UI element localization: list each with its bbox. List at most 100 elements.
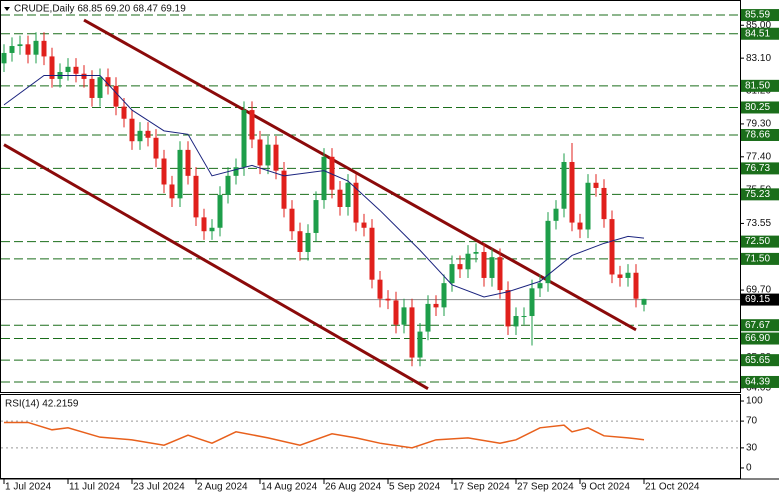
candle-body — [369, 227, 375, 280]
y-tick-label: 64.05 — [746, 382, 771, 393]
candle-body — [417, 331, 423, 358]
candle-body — [321, 156, 327, 201]
level-label: 71.50 — [745, 254, 770, 265]
candle-body — [161, 158, 167, 185]
candle-body — [33, 40, 39, 55]
level-label: 80.25 — [745, 102, 770, 113]
candle-body — [537, 283, 543, 289]
level-label: 84.51 — [745, 28, 770, 39]
level-box — [741, 27, 779, 40]
y-tick-label: 69.70 — [746, 285, 771, 296]
x-tick-label: 26 Aug 2024 — [325, 482, 382, 493]
level-box — [741, 252, 779, 265]
candle-body — [41, 40, 47, 57]
level-label: 72.50 — [745, 236, 770, 247]
level-box — [741, 375, 779, 388]
candle-body — [585, 182, 591, 230]
candle-body — [153, 137, 159, 159]
rsi-y-tick-label: 70 — [746, 416, 758, 427]
candle-body — [409, 307, 415, 358]
candle-body — [265, 144, 271, 166]
level-box — [741, 235, 779, 248]
y-tick-label: 73.55 — [746, 218, 771, 229]
level-box — [741, 162, 779, 175]
rsi-y-tick-label: 0 — [746, 463, 752, 474]
candle-body — [425, 303, 431, 332]
main-pane: 85.0083.1081.2079.3077.4075.5073.5569.70… — [1, 9, 779, 393]
candle-body — [209, 227, 215, 232]
candle-body — [9, 46, 15, 53]
level-box — [741, 101, 779, 114]
candle-body — [433, 303, 439, 308]
candle-body — [25, 44, 31, 55]
candle-body — [449, 264, 455, 284]
candle-body — [225, 175, 231, 195]
candle-body — [489, 257, 495, 278]
y-tick-label: 85.00 — [746, 20, 771, 31]
candle-body — [121, 106, 127, 119]
candle-body — [393, 300, 399, 325]
rsi-y-tick-label: 30 — [746, 443, 758, 454]
level-label: 66.90 — [745, 333, 770, 344]
candle-body — [297, 231, 303, 252]
level-box — [741, 79, 779, 92]
level-label: 76.73 — [745, 163, 770, 174]
candle-body — [577, 222, 583, 230]
y-tick-label: 77.40 — [746, 151, 771, 162]
rsi-y-tick-label: 100 — [746, 396, 763, 407]
candle-body — [385, 298, 391, 301]
main-pane-frame — [0, 0, 741, 393]
y-tick-label: 83.10 — [746, 53, 771, 64]
candle-body — [313, 200, 319, 233]
candle-body — [113, 85, 119, 107]
candle-body — [353, 182, 359, 223]
candle-body — [633, 272, 639, 299]
level-label: 78.66 — [745, 130, 770, 141]
level-box — [741, 332, 779, 345]
candle-body — [401, 307, 407, 325]
menu-arrow[interactable] — [4, 7, 10, 11]
candle-body — [145, 130, 151, 138]
candle-body — [105, 77, 111, 86]
candle-body — [1, 52, 7, 64]
level-label: 75.23 — [745, 189, 770, 200]
moving-average — [3, 74, 645, 298]
level-box — [741, 128, 779, 141]
candle-body — [561, 161, 567, 209]
candle-body — [329, 156, 335, 190]
candle-body — [17, 44, 23, 47]
level-label: 67.67 — [745, 320, 770, 331]
trendline — [3, 143, 429, 391]
candle-body — [497, 257, 503, 291]
level-label: 64.39 — [745, 377, 770, 388]
level-box — [741, 319, 779, 332]
candle-body — [65, 66, 71, 72]
candle-body — [473, 251, 479, 254]
x-tick-label: 14 Aug 2024 — [261, 482, 318, 493]
candle-body — [457, 264, 463, 270]
candle-body — [609, 219, 615, 275]
candle-body — [521, 316, 527, 318]
candle-body — [73, 66, 79, 74]
level-box — [741, 354, 779, 367]
candle-body — [617, 274, 623, 278]
candle-body — [505, 290, 511, 327]
candle-body — [529, 288, 535, 317]
candle-body — [97, 77, 103, 98]
x-tick-label: 2 Aug 2024 — [197, 482, 248, 493]
candle-body — [89, 78, 95, 98]
candle-body — [137, 130, 143, 142]
current-price-label: 69.15 — [745, 294, 770, 305]
x-tick-label: 21 Oct 2024 — [645, 482, 700, 493]
candle-body — [441, 283, 447, 308]
candle-body — [345, 182, 351, 207]
level-label: 65.65 — [745, 355, 770, 366]
candle-body — [305, 232, 311, 252]
candle-body — [553, 208, 559, 221]
candle-body — [249, 110, 255, 140]
x-tick-label: 5 Sep 2024 — [389, 482, 441, 493]
candle-body — [257, 139, 263, 166]
x-tick-label: 9 Oct 2024 — [581, 482, 630, 493]
